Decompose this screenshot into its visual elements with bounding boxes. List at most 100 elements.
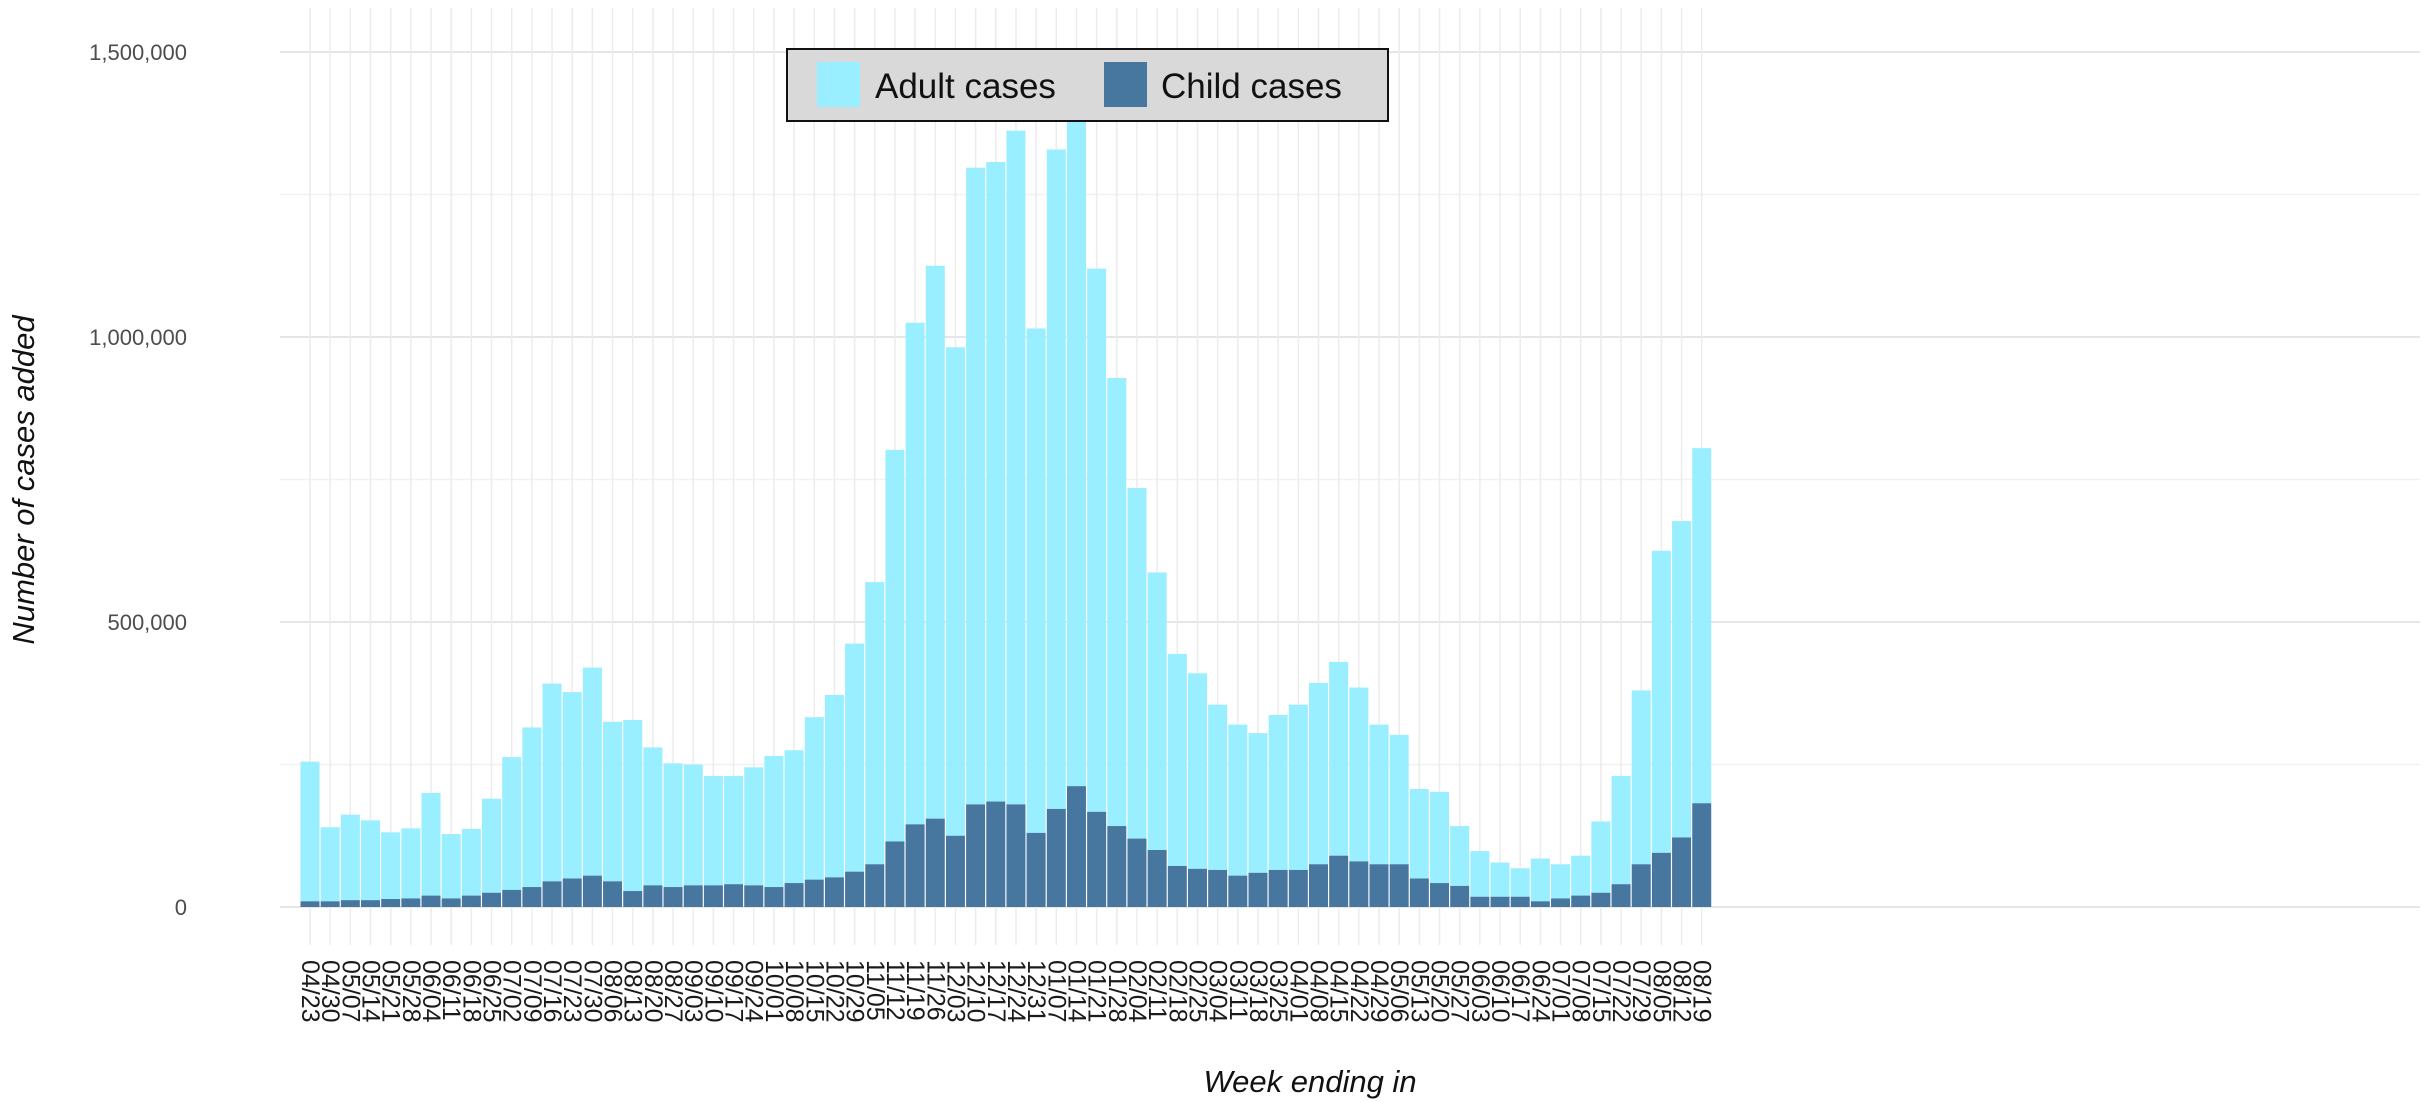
- bar-adult-cases: [1208, 704, 1228, 870]
- x-tick-label: 01/14: [1062, 960, 1090, 1023]
- bar-child-cases: [1389, 864, 1409, 907]
- bar-adult-cases: [1530, 858, 1550, 902]
- bar-adult-cases: [401, 828, 421, 899]
- x-tick-label: 08/06: [599, 960, 627, 1023]
- x-axis-title: Week ending in: [1203, 1064, 1416, 1099]
- bar-child-cases: [663, 887, 683, 907]
- bar-child-cases: [683, 885, 703, 907]
- x-tick-label: 05/07: [336, 960, 364, 1023]
- bar-child-cases: [340, 900, 360, 907]
- bar-adult-cases: [502, 757, 522, 890]
- bar-adult-cases: [300, 761, 320, 902]
- bar-child-cases: [925, 818, 945, 907]
- bar-child-cases: [1510, 896, 1530, 907]
- y-tick-label: 1,500,000: [89, 40, 187, 65]
- bar-adult-cases: [1651, 550, 1671, 853]
- x-tick-label: 10/08: [780, 960, 808, 1023]
- bar-adult-cases: [824, 694, 844, 878]
- bar-adult-cases: [1389, 734, 1409, 865]
- x-tick-label: 07/29: [1627, 960, 1655, 1023]
- bar-child-cases: [381, 899, 401, 907]
- bar-adult-cases: [623, 720, 643, 892]
- bar-adult-cases: [1409, 789, 1429, 879]
- bar-adult-cases: [905, 322, 925, 825]
- bar-child-cases: [744, 885, 764, 907]
- x-tick-label: 05/20: [1426, 960, 1454, 1023]
- bar-adult-cases: [1551, 864, 1571, 899]
- x-tick-label: 06/17: [1506, 960, 1534, 1023]
- x-tick-label: 04/15: [1325, 960, 1353, 1023]
- bar-adult-cases: [582, 667, 602, 876]
- legend: Adult cases Child cases: [786, 48, 1389, 122]
- bar-adult-cases: [441, 834, 461, 899]
- bar-adult-cases: [986, 162, 1006, 802]
- x-tick-label: 09/10: [699, 960, 727, 1023]
- bar-child-cases: [1591, 892, 1611, 907]
- bar-child-cases: [1470, 896, 1490, 907]
- bar-adult-cases: [1026, 328, 1046, 833]
- bar-adult-cases: [1369, 724, 1389, 865]
- bar-child-cases: [482, 892, 502, 907]
- bar-adult-cases: [1430, 791, 1450, 884]
- bar-child-cases: [1349, 861, 1369, 907]
- x-tick-label: 07/30: [578, 960, 606, 1023]
- x-tick-label: 01/21: [1083, 960, 1111, 1023]
- x-tick-label: 03/04: [1204, 960, 1232, 1023]
- bar-adult-cases: [461, 828, 481, 896]
- bar-child-cases: [1530, 901, 1550, 907]
- bar-adult-cases: [845, 643, 865, 872]
- bar-child-cases: [1147, 850, 1167, 907]
- x-tick-label: 06/11: [437, 960, 465, 1021]
- bar-child-cases: [1631, 864, 1651, 907]
- bar-child-cases: [1026, 832, 1046, 907]
- bar-adult-cases: [643, 747, 663, 886]
- bar-child-cases: [522, 887, 542, 907]
- bar-adult-cases: [1571, 855, 1591, 896]
- bar-adult-cases: [1268, 714, 1288, 870]
- bar-child-cases: [1127, 838, 1147, 907]
- x-tick-label: 06/24: [1526, 960, 1554, 1023]
- x-tick-label: 08/19: [1688, 960, 1716, 1023]
- bar-adult-cases: [966, 167, 986, 805]
- bar-child-cases: [1369, 864, 1389, 907]
- y-tick-label: 500,000: [107, 610, 187, 635]
- bar-adult-cases: [1187, 673, 1207, 869]
- bar-child-cases: [401, 898, 421, 907]
- bar-child-cases: [1228, 875, 1248, 907]
- y-tick-label: 0: [175, 895, 187, 920]
- bar-child-cases: [1107, 826, 1127, 907]
- bar-adult-cases: [1490, 862, 1510, 897]
- x-tick-label: 07/09: [518, 960, 546, 1023]
- x-tick-label: 11/12: [881, 960, 909, 1021]
- bar-child-cases: [603, 881, 623, 907]
- bar-child-cases: [1672, 837, 1692, 907]
- x-tick-label: 05/21: [377, 960, 405, 1023]
- bar-child-cases: [885, 841, 905, 907]
- legend-box: [786, 48, 1389, 122]
- bar-adult-cases: [361, 820, 381, 901]
- bar-adult-cases: [1127, 488, 1147, 839]
- bar-child-cases: [1187, 868, 1207, 907]
- x-tick-label: 09/24: [740, 960, 768, 1023]
- legend-label-child: Child cases: [1161, 67, 1342, 106]
- bar-child-cases: [1409, 878, 1429, 907]
- bar-adult-cases: [1692, 448, 1712, 804]
- bar-adult-cases: [340, 814, 360, 901]
- bar-child-cases: [1329, 855, 1349, 907]
- x-tick-label: 03/11: [1224, 960, 1252, 1021]
- bar-child-cases: [1611, 884, 1631, 907]
- bar-child-cases: [1551, 898, 1571, 907]
- bar-child-cases: [1288, 869, 1308, 907]
- x-tick-label: 07/02: [498, 960, 526, 1023]
- bar-child-cases: [986, 801, 1006, 907]
- bar-adult-cases: [381, 832, 401, 900]
- bar-child-cases: [1651, 852, 1671, 907]
- x-tick-label: 08/13: [619, 960, 647, 1023]
- bar-child-cases: [1450, 885, 1470, 907]
- x-tick-label: 12/24: [1002, 960, 1030, 1023]
- bar-adult-cases: [1672, 521, 1692, 838]
- bar-child-cases: [1167, 865, 1187, 907]
- x-tick-label: 09/17: [720, 960, 748, 1023]
- bar-child-cases: [784, 883, 804, 907]
